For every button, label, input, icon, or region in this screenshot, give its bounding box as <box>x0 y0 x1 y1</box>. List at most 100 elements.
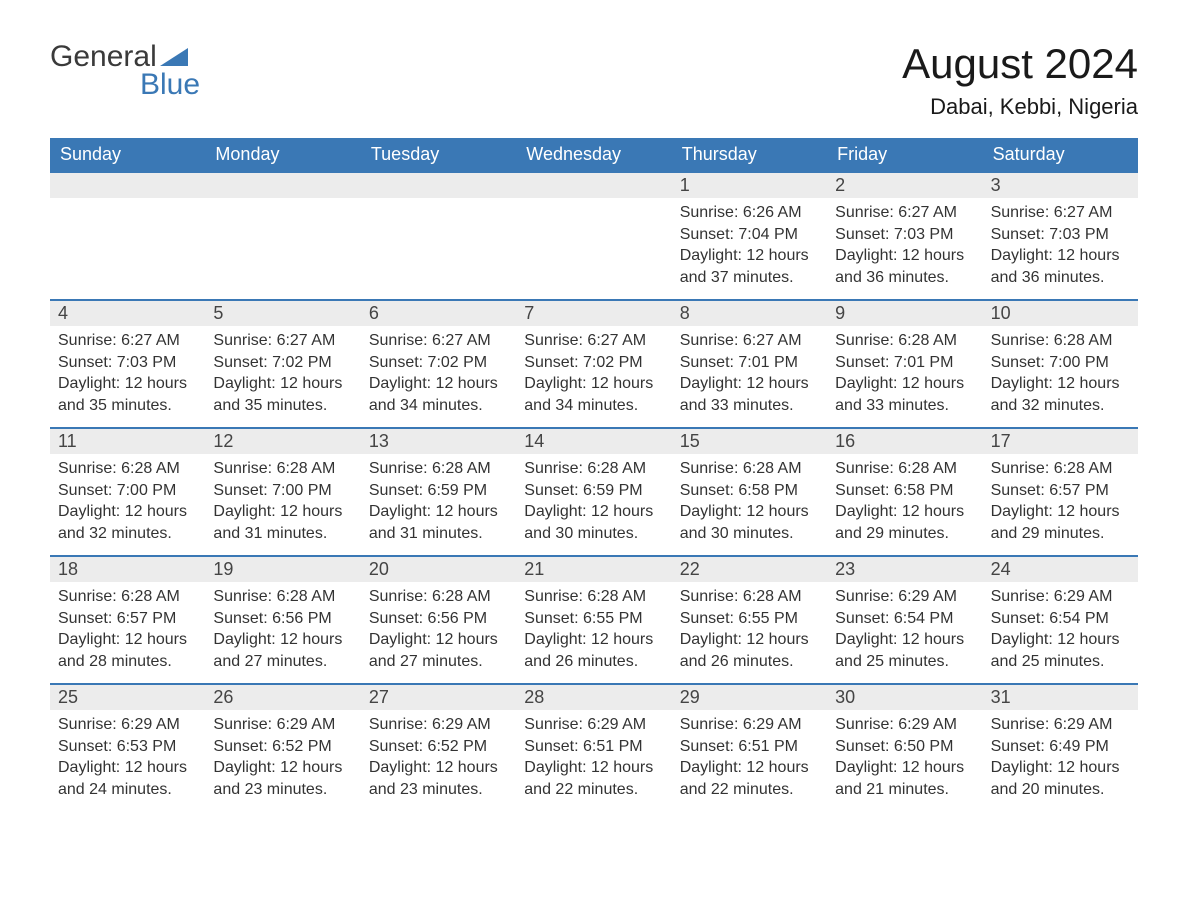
daylight-line: Daylight: 12 hours and 25 minutes. <box>991 629 1130 672</box>
sunrise-line: Sunrise: 6:28 AM <box>680 586 819 608</box>
calendar-day: 18Sunrise: 6:28 AMSunset: 6:57 PMDayligh… <box>50 557 205 683</box>
day-body: Sunrise: 6:27 AMSunset: 7:03 PMDaylight:… <box>983 198 1138 298</box>
day-body: Sunrise: 6:28 AMSunset: 6:55 PMDaylight:… <box>672 582 827 682</box>
day-number <box>516 173 671 198</box>
sunset-line: Sunset: 6:57 PM <box>991 480 1130 502</box>
sunrise-line: Sunrise: 6:28 AM <box>58 586 197 608</box>
day-body: Sunrise: 6:29 AMSunset: 6:51 PMDaylight:… <box>672 710 827 810</box>
day-body: Sunrise: 6:28 AMSunset: 6:59 PMDaylight:… <box>361 454 516 554</box>
daylight-line: Daylight: 12 hours and 37 minutes. <box>680 245 819 288</box>
calendar-week: 1Sunrise: 6:26 AMSunset: 7:04 PMDaylight… <box>50 171 1138 299</box>
day-number: 1 <box>672 173 827 198</box>
daylight-line: Daylight: 12 hours and 32 minutes. <box>991 373 1130 416</box>
sunrise-line: Sunrise: 6:28 AM <box>369 586 508 608</box>
calendar-day: 28 Sunrise: 6:29 AMSunset: 6:51 PMDayligh… <box>516 685 671 811</box>
day-number: 28 <box>516 685 671 710</box>
calendar-day: 20Sunrise: 6:28 AMSunset: 6:56 PMDayligh… <box>361 557 516 683</box>
sunrise-line: Sunrise: 6:29 AM <box>680 714 819 736</box>
sunrise-line: Sunrise: 6:27 AM <box>213 330 352 352</box>
calendar-day: 7Sunrise: 6:27 AMSunset: 7:02 PMDaylight… <box>516 301 671 427</box>
day-body: Sunrise: 6:29 AMSunset: 6:54 PMDaylight:… <box>983 582 1138 682</box>
sunrise-line: Sunrise: 6:27 AM <box>680 330 819 352</box>
location-subtitle: Dabai, Kebbi, Nigeria <box>902 94 1138 120</box>
day-body: Sunrise: 6:28 AMSunset: 6:57 PMDaylight:… <box>983 454 1138 554</box>
sunrise-line: Sunrise: 6:27 AM <box>369 330 508 352</box>
sunset-line: Sunset: 7:01 PM <box>680 352 819 374</box>
sunset-line: Sunset: 7:02 PM <box>213 352 352 374</box>
sunset-line: Sunset: 7:00 PM <box>991 352 1130 374</box>
calendar-day: 5Sunrise: 6:27 AMSunset: 7:02 PMDaylight… <box>205 301 360 427</box>
daylight-line: Daylight: 12 hours and 28 minutes. <box>58 629 197 672</box>
sunset-line: Sunset: 7:03 PM <box>58 352 197 374</box>
weeks-container: 1Sunrise: 6:26 AMSunset: 7:04 PMDaylight… <box>50 171 1138 811</box>
logo-word2: Blue <box>140 68 200 102</box>
sunset-line: Sunset: 7:03 PM <box>835 224 974 246</box>
day-body: Sunrise: 6:26 AMSunset: 7:04 PMDaylight:… <box>672 198 827 298</box>
sunset-line: Sunset: 6:59 PM <box>369 480 508 502</box>
daylight-line: Daylight: 12 hours and 36 minutes. <box>835 245 974 288</box>
daylight-line: Daylight: 12 hours and 32 minutes. <box>58 501 197 544</box>
title-block: August 2024 Dabai, Kebbi, Nigeria <box>902 40 1138 120</box>
day-number: 31 <box>983 685 1138 710</box>
calendar-day: 21Sunrise: 6:28 AMSunset: 6:55 PMDayligh… <box>516 557 671 683</box>
month-title: August 2024 <box>902 40 1138 88</box>
daylight-line: Daylight: 12 hours and 29 minutes. <box>835 501 974 544</box>
sunrise-line: Sunrise: 6:29 AM <box>369 714 508 736</box>
sunrise-line: Sunrise: 6:29 AM <box>835 714 974 736</box>
day-number: 22 <box>672 557 827 582</box>
day-body: Sunrise: 6:29 AMSunset: 6:49 PMDaylight:… <box>983 710 1138 810</box>
day-number <box>205 173 360 198</box>
sunrise-line: Sunrise: 6:28 AM <box>213 458 352 480</box>
daylight-line: Daylight: 12 hours and 26 minutes. <box>680 629 819 672</box>
calendar-empty-day <box>50 173 205 299</box>
sunset-line: Sunset: 7:03 PM <box>991 224 1130 246</box>
calendar-day: 26Sunrise: 6:29 AMSunset: 6:52 PMDayligh… <box>205 685 360 811</box>
calendar-day: 1Sunrise: 6:26 AMSunset: 7:04 PMDaylight… <box>672 173 827 299</box>
daylight-line: Daylight: 12 hours and 27 minutes. <box>369 629 508 672</box>
daylight-line: Daylight: 12 hours and 21 minutes. <box>835 757 974 800</box>
daylight-line: Daylight: 12 hours and 23 minutes. <box>369 757 508 800</box>
calendar-day: 3Sunrise: 6:27 AMSunset: 7:03 PMDaylight… <box>983 173 1138 299</box>
day-body: Sunrise: 6:28 AMSunset: 6:56 PMDaylight:… <box>205 582 360 682</box>
day-number: 14 <box>516 429 671 454</box>
calendar-week: 18Sunrise: 6:28 AMSunset: 6:57 PMDayligh… <box>50 555 1138 683</box>
day-number: 21 <box>516 557 671 582</box>
sunrise-line: Sunrise: 6:29 AM <box>524 714 663 736</box>
sunset-line: Sunset: 7:02 PM <box>524 352 663 374</box>
daylight-line: Daylight: 12 hours and 27 minutes. <box>213 629 352 672</box>
daylight-line: Daylight: 12 hours and 34 minutes. <box>369 373 508 416</box>
calendar-day: 23Sunrise: 6:29 AMSunset: 6:54 PMDayligh… <box>827 557 982 683</box>
day-number: 30 <box>827 685 982 710</box>
day-number: 13 <box>361 429 516 454</box>
day-body: Sunrise: 6:27 AMSunset: 7:02 PMDaylight:… <box>361 326 516 426</box>
sunset-line: Sunset: 6:50 PM <box>835 736 974 758</box>
daylight-line: Daylight: 12 hours and 24 minutes. <box>58 757 197 800</box>
sunrise-line: Sunrise: 6:26 AM <box>680 202 819 224</box>
day-body: Sunrise: 6:28 AMSunset: 7:00 PMDaylight:… <box>205 454 360 554</box>
sunrise-line: Sunrise: 6:28 AM <box>524 586 663 608</box>
daylight-line: Daylight: 12 hours and 31 minutes. <box>213 501 352 544</box>
calendar-day: 9Sunrise: 6:28 AMSunset: 7:01 PMDaylight… <box>827 301 982 427</box>
day-body: Sunrise: 6:28 AMSunset: 6:58 PMDaylight:… <box>827 454 982 554</box>
daylight-line: Daylight: 12 hours and 25 minutes. <box>835 629 974 672</box>
day-number: 10 <box>983 301 1138 326</box>
daylight-line: Daylight: 12 hours and 30 minutes. <box>524 501 663 544</box>
calendar-day: 14Sunrise: 6:28 AMSunset: 6:59 PMDayligh… <box>516 429 671 555</box>
calendar-week: 11Sunrise: 6:28 AMSunset: 7:00 PMDayligh… <box>50 427 1138 555</box>
logo: General Blue <box>50 40 200 102</box>
sunset-line: Sunset: 6:51 PM <box>680 736 819 758</box>
calendar-day: 4Sunrise: 6:27 AMSunset: 7:03 PMDaylight… <box>50 301 205 427</box>
daylight-line: Daylight: 12 hours and 34 minutes. <box>524 373 663 416</box>
daylight-line: Daylight: 12 hours and 31 minutes. <box>369 501 508 544</box>
sunrise-line: Sunrise: 6:28 AM <box>835 458 974 480</box>
daylight-line: Daylight: 12 hours and 33 minutes. <box>835 373 974 416</box>
calendar-day: 15Sunrise: 6:28 AMSunset: 6:58 PMDayligh… <box>672 429 827 555</box>
calendar-day: 25Sunrise: 6:29 AMSunset: 6:53 PMDayligh… <box>50 685 205 811</box>
sunrise-line: Sunrise: 6:28 AM <box>369 458 508 480</box>
sunrise-line: Sunrise: 6:27 AM <box>835 202 974 224</box>
day-number: 17 <box>983 429 1138 454</box>
day-number: 5 <box>205 301 360 326</box>
daylight-line: Daylight: 12 hours and 22 minutes. <box>524 757 663 800</box>
sunset-line: Sunset: 6:51 PM <box>524 736 663 758</box>
day-number: 2 <box>827 173 982 198</box>
